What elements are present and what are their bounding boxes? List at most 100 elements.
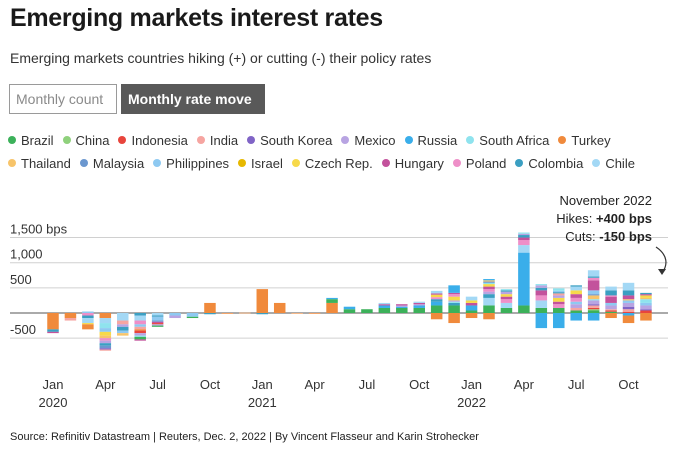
bar-segment [605,310,617,312]
monthly-rate-move-button[interactable]: Monthly rate move [121,84,265,114]
bar-segment [553,297,565,302]
legend-swatch [404,136,413,144]
source-note: Source: Refinitiv Datastream | Reuters, … [10,431,479,443]
bar-segment [640,295,652,298]
bar-segment [587,313,600,321]
bar-segment [448,302,460,306]
bar-segment [483,289,495,292]
bar-segment [622,300,635,303]
bar-segment [500,290,513,292]
bar-segment [99,338,112,341]
bar-segment [500,307,513,313]
x-tick-label: Oct [200,377,221,392]
bar-segment [465,300,478,303]
bar-segment [622,309,635,312]
bar-segment [622,315,635,324]
bar-segment [622,306,635,310]
bar-segment [99,331,112,336]
bar-segment [151,321,164,324]
bar-segment [134,326,146,330]
bar-segment [587,309,600,311]
bar-segment [518,305,530,313]
bar-segment [535,285,548,288]
bar-segment [518,245,530,253]
bar-segment [587,310,600,313]
bar-segment [396,307,408,313]
legend-swatch [238,159,247,167]
bar-segment [570,290,582,295]
page-subtitle: Emerging markets countries hiking (+) or… [10,50,432,66]
bar-segment [99,349,112,351]
bar-segment [99,318,112,324]
bar-segment [326,299,338,303]
bar-segment [605,295,617,297]
bar-segment [448,305,460,313]
x-tick-label: Apr [304,377,325,392]
bar-segment [465,302,478,306]
bar-segment [605,302,617,306]
legend-swatch [153,159,162,167]
legend-item: Thailand [8,154,71,172]
bar-segment [605,309,617,311]
bar-segment [587,307,600,310]
bar-segment [622,290,635,296]
bar-segment [518,233,530,236]
bar-segment [640,313,652,321]
bar-segment [448,301,460,303]
bar-segment [169,313,181,316]
bar-segment [622,282,635,291]
bar-segment [483,294,495,298]
bar-segment [134,333,146,336]
bar-segment [396,306,408,308]
bar-segment [587,305,600,308]
bar-segment [117,324,129,327]
bar-segment [553,301,565,305]
bar-segment [570,310,582,313]
annotation-hikes-part: +400 bps [596,211,652,226]
bar-segment [640,292,652,295]
annotation-hikes-part: Hikes: [556,211,596,226]
bar-segment [430,299,443,302]
bar-segment [622,295,635,300]
bar-segment [430,301,443,306]
bar-segment [500,299,513,303]
legend-swatch [558,136,567,144]
bar-segment [570,313,582,321]
bar-segment [448,296,460,301]
bar-segment [483,291,495,295]
x-tick-label: Jan [43,377,64,392]
legend-swatch [8,159,16,167]
legend-item: Turkey [558,131,611,149]
monthly-count-button[interactable]: Monthly count [9,84,117,114]
bar-segment [430,293,443,295]
bar-segment [605,311,617,313]
bar-segment [413,302,425,305]
bar-segment [570,304,582,308]
legend-swatch [592,159,601,167]
bar-segment [47,329,59,332]
bar-segment [570,285,582,287]
bar-segment [640,294,652,296]
legend-label: Malaysia [92,155,145,171]
bar-segment [99,328,112,332]
x-tick-label: Jul [568,377,585,392]
bar-segment [483,279,495,281]
bar-segment [413,304,425,306]
x-tick-label: Apr [95,377,116,392]
bar-segment [605,290,617,296]
bar-segment [82,313,94,316]
legend-swatch [8,136,16,144]
bar-segment [413,307,425,313]
bar-segment [134,336,146,340]
bar-segment [448,292,460,295]
bar-segment [587,294,600,296]
bar-segment [640,299,652,303]
bar-segment [99,340,112,344]
bar-segment [413,301,425,303]
legend-item: South Korea [247,131,332,149]
bar-segment [448,300,460,302]
bar-segment [117,330,129,334]
annotation-month: November 2022 [560,193,653,208]
legend-label: Czech Rep. [304,155,373,171]
legend-swatch [118,136,127,144]
